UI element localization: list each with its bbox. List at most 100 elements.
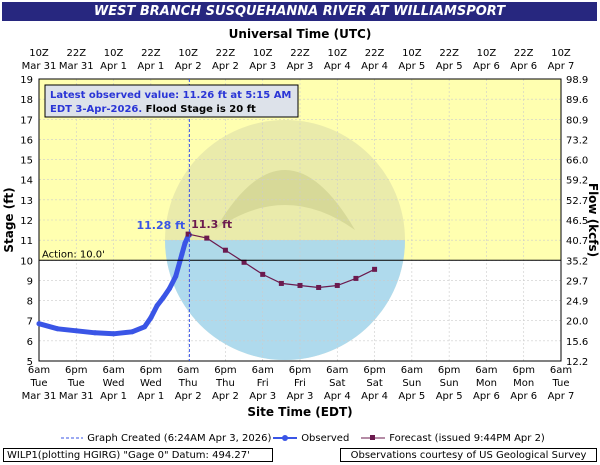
time-tick-label: Mar 31	[22, 391, 57, 402]
flow-tick-label: 73.2	[566, 135, 588, 146]
time-tick-label: Mon	[476, 378, 497, 389]
time-tick-label: 6am	[28, 365, 50, 376]
info-box-date: EDT 3-Apr-2026.	[50, 104, 146, 115]
time-tick-label: Apr 6	[473, 391, 500, 402]
utc-tick-label: Apr 1	[100, 61, 127, 72]
flow-tick-label: 80.9	[566, 115, 588, 126]
forecast-point	[185, 231, 191, 237]
time-tick-label: 6am	[102, 365, 124, 376]
time-tick-label: 6pm	[289, 365, 311, 376]
plot-frame	[38, 78, 562, 362]
forecast-point	[372, 266, 378, 272]
flow-tick-label: 52.7	[566, 196, 588, 207]
utc-tick-label: 10Z	[477, 48, 497, 59]
flow-tick-label: 15.6	[566, 337, 588, 348]
observed-point	[154, 303, 160, 309]
utc-tick-label: 22Z	[66, 48, 86, 59]
noaa-seal-lower	[165, 240, 405, 360]
flow-tick-label: 12.2	[566, 357, 588, 368]
stage-tick-label: 7	[27, 317, 33, 328]
observed-point	[179, 251, 185, 257]
stage-tick-label: 13	[20, 196, 33, 207]
observed-point	[142, 324, 148, 330]
utc-tick-label: Apr 4	[324, 61, 351, 72]
stage-tick-label: 15	[20, 156, 33, 167]
data-series	[36, 231, 378, 337]
stage-tick-label: 18	[20, 95, 33, 106]
observed-point	[92, 330, 98, 336]
left-axis-title: Stage (ft)	[2, 187, 16, 252]
flow-tick-label: 29.7	[566, 276, 588, 287]
time-tick-label: Thu	[215, 378, 235, 389]
forecast-point	[204, 235, 210, 241]
forecast-value-label: 11.3 ft	[191, 218, 232, 231]
stage-tick-label: 8	[27, 297, 33, 308]
data-source-footer: Observations courtesy of US Geological S…	[340, 448, 597, 462]
info-box-line1: Latest observed value: 11.26 ft at 5:15 …	[50, 90, 291, 101]
stage-tick-label: 6	[27, 337, 33, 348]
time-tick-label: Mon	[513, 378, 534, 389]
time-tick-label: Sun	[402, 378, 421, 389]
utc-tick-label: Apr 1	[137, 61, 164, 72]
forecast-point	[278, 280, 284, 286]
stage-tick-label: 10	[20, 256, 33, 267]
info-box	[44, 84, 299, 118]
utc-tick-label: Apr 5	[436, 61, 463, 72]
flow-tick-label: 89.6	[566, 95, 588, 106]
legend-observed: Observed	[272, 432, 349, 446]
utc-tick-label: 10Z	[29, 48, 49, 59]
utc-tick-label: Apr 3	[249, 61, 276, 72]
observed-point	[73, 328, 79, 334]
utc-tick-label: Apr 2	[212, 61, 239, 72]
forecast-point	[353, 275, 359, 281]
time-tick-label: Apr 6	[510, 391, 537, 402]
utc-tick-label: 22Z	[290, 48, 310, 59]
time-tick-label: Fri	[257, 378, 269, 389]
observed-series-line	[36, 232, 192, 337]
time-tick-label: 6am	[401, 365, 423, 376]
utc-tick-label: Apr 4	[361, 61, 388, 72]
legend-graph-created: Graph Created (6:24AM Apr 3, 2026)	[60, 432, 271, 446]
time-tick-label: Tue	[551, 378, 569, 389]
observed-point	[36, 321, 42, 327]
top-axis-title: Universal Time (UTC)	[229, 27, 372, 41]
time-tick-label: Tue	[67, 378, 85, 389]
time-tick-label: Mar 31	[59, 391, 94, 402]
observed-point	[167, 285, 172, 291]
flow-tick-label: 24.9	[566, 297, 588, 308]
stage-tick-label: 19	[20, 75, 33, 86]
time-tick-label: Apr 1	[100, 391, 127, 402]
observed-point	[160, 295, 166, 301]
utc-tick-label: 22Z	[141, 48, 161, 59]
flow-tick-label: 66.0	[566, 156, 588, 167]
utc-tick-label: Apr 6	[473, 61, 500, 72]
chart-title: WEST BRANCH SUSQUEHANNA RIVER AT WILLIAM…	[2, 2, 597, 21]
utc-tick-label: 10Z	[253, 48, 273, 59]
observed-point	[129, 329, 135, 335]
observed-value-label: 11.28 ft	[136, 219, 185, 232]
utc-tick-label: 10Z	[178, 48, 198, 59]
time-tick-label: Apr 5	[436, 391, 463, 402]
gauge-datum-footer: WILP1(plotting HGIRG) "Gage 0" Datum: 49…	[3, 448, 273, 462]
utc-tick-label: Mar 31	[59, 61, 94, 72]
time-tick-label: Apr 1	[137, 391, 164, 402]
legend-forecast-label: Forecast (issued 9:44PM Apr 2)	[389, 433, 545, 444]
time-tick-label: 6am	[177, 365, 199, 376]
time-tick-label: Apr 2	[175, 391, 202, 402]
observed-point	[182, 240, 188, 246]
stage-tick-label: 16	[20, 135, 33, 146]
utc-tick-label: 10Z	[327, 48, 347, 59]
axes: 5 12.2 6 15.6 7 20.0 8 24.9 9 29.7 10 35.2 11 40.7 12 4…	[2, 27, 600, 419]
stage-tick-label: 11	[20, 236, 33, 247]
legend: Graph Created (6:24AM Apr 3, 2026) Obser…	[0, 432, 600, 446]
flow-tick-label: 40.7	[566, 236, 588, 247]
time-tick-label: Wed	[140, 378, 162, 389]
utc-tick-label: 22Z	[216, 48, 236, 59]
forecast-point	[222, 247, 228, 253]
utc-tick-label: Apr 5	[398, 61, 425, 72]
time-tick-label: Apr 2	[212, 391, 239, 402]
utc-tick-label: Apr 7	[548, 61, 575, 72]
utc-tick-label: 22Z	[439, 48, 459, 59]
observed-point	[55, 326, 61, 332]
